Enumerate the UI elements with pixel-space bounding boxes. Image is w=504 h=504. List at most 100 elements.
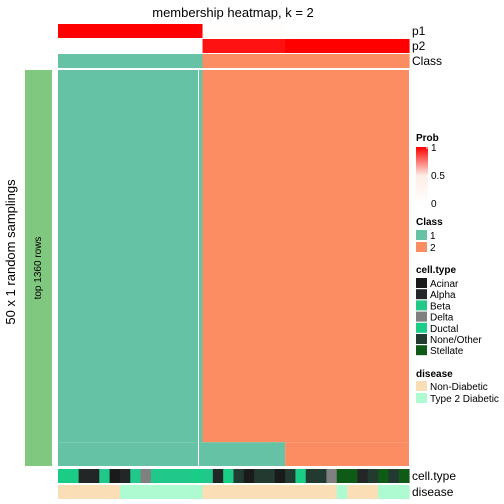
legend-disease-item-label: Non-Diabetic: [430, 382, 488, 393]
annotation-p1-cell: [368, 24, 379, 38]
annotation-disease-cell: [295, 485, 306, 499]
annotation-p2-cell: [399, 39, 410, 53]
legend-class-item-label: 2: [430, 243, 436, 254]
annotation-cell-type-cell: [120, 469, 131, 483]
legend-celltype-item-label: None/Other: [430, 335, 482, 346]
legend-disease-item-swatch: [416, 393, 427, 403]
annotation-class-cell: [378, 54, 389, 68]
annotation-p1-cell: [110, 24, 121, 38]
annotation-disease-cell: [130, 485, 141, 499]
legend-class-item-label: 1: [430, 231, 436, 242]
legend-celltype-item-swatch: [416, 312, 427, 322]
top-annotations: [58, 24, 410, 68]
legend-celltype-item-label: Alpha: [430, 290, 456, 301]
annotation-p2-cell: [316, 39, 327, 53]
annotation-p1-cell: [378, 24, 389, 38]
annotation-disease-cell: [234, 485, 245, 499]
annotation-disease-cell: [89, 485, 100, 499]
annotation-p1-cell: [264, 24, 275, 38]
annotation-cell-type-cell: [285, 469, 296, 483]
annotation-p2-cell: [130, 39, 141, 53]
annotation-disease-label: disease: [412, 485, 454, 499]
annotation-p2-cell: [161, 39, 172, 53]
legend-celltype-title: cell.type: [416, 265, 456, 276]
annotation-class-cell: [68, 54, 79, 68]
annotation-cell-type-cell: [89, 469, 100, 483]
annotation-p1-cell: [234, 24, 245, 38]
annotation-cell-type-label: cell.type: [412, 469, 456, 483]
column-split-gap: [198, 70, 199, 466]
annotation-p2-cell: [58, 39, 69, 53]
annotation-p2-cell: [264, 39, 275, 53]
annotation-p2-cell: [203, 39, 214, 53]
legend-disease-items: Non-DiabeticType 2 Diabetic: [416, 381, 499, 405]
annotation-disease-cell: [151, 485, 162, 499]
legend-celltype-item-label: Delta: [430, 313, 454, 324]
annotation-p1-cell: [151, 24, 162, 38]
annotation-p1-cell: [399, 24, 410, 38]
annotation-p1-cell: [130, 24, 141, 38]
annotation-cell-type-cell: [110, 469, 121, 483]
annotation-p2-cell: [172, 39, 183, 53]
annotation-class-cell: [110, 54, 121, 68]
annotation-p2-cell: [285, 39, 296, 53]
annotation-disease-cell: [306, 485, 317, 499]
annotation-disease-cell: [161, 485, 172, 499]
annotation-cell-type-cell: [172, 469, 183, 483]
annotation-p2-cell: [234, 39, 245, 53]
annotation-p2-cell: [388, 39, 399, 53]
annotation-disease-cell: [68, 485, 79, 499]
annotation-p2-cell: [295, 39, 306, 53]
annotation-cell-type-cell: [378, 469, 389, 483]
annotation-p1-cell: [285, 24, 296, 38]
annotation-disease-cell: [110, 485, 121, 499]
annotation-class-cell: [399, 54, 410, 68]
chart-title: membership heatmap, k = 2: [152, 5, 314, 20]
heatmap-block-class-1: [58, 442, 285, 466]
annotation-p2-cell: [110, 39, 121, 53]
annotation-class-cell: [275, 54, 286, 68]
legend-celltype-item-swatch: [416, 300, 427, 310]
annotation-p2-cell: [182, 39, 193, 53]
legend-celltype-items: AcinarAlphaBetaDeltaDuctalNone/OtherStel…: [416, 278, 482, 357]
annotation-p1-cell: [141, 24, 152, 38]
annotation-cell-type-cell: [306, 469, 317, 483]
annotation-cell-type-cell: [141, 469, 152, 483]
annotation-disease-cell: [264, 485, 275, 499]
annotation-p2-label: p2: [412, 39, 426, 53]
legend-celltype-item-swatch: [416, 334, 427, 344]
annotation-p1-cell: [192, 24, 203, 38]
annotation-class-cell: [141, 54, 152, 68]
annotation-p2-cell: [306, 39, 317, 53]
row-group-label: top 1360 rows: [33, 237, 44, 300]
annotation-p2-cell: [79, 39, 90, 53]
annotation-class-cell: [223, 54, 234, 68]
annotation-cell-type-cell: [326, 469, 337, 483]
annotation-disease-cell: [58, 485, 69, 499]
annotation-class-cell: [264, 54, 275, 68]
annotation-class-cell: [89, 54, 100, 68]
annotation-class-cell: [357, 54, 368, 68]
annotation-p1-cell: [326, 24, 337, 38]
annotation-disease-cell: [244, 485, 255, 499]
annotation-cell-type-cell: [264, 469, 275, 483]
annotation-p2-cell: [378, 39, 389, 53]
legend-disease-title: disease: [416, 369, 453, 380]
annotation-disease-cell: [203, 485, 214, 499]
annotation-disease-cell: [347, 485, 358, 499]
annotation-cell-type-cell: [295, 469, 306, 483]
annotation-cell-type-cell: [368, 469, 379, 483]
annotation-disease-cell: [399, 485, 410, 499]
heatmap-body: [58, 70, 409, 466]
annotation-disease-cell: [326, 485, 337, 499]
annotation-class-cell: [79, 54, 90, 68]
annotation-class-cell: [316, 54, 327, 68]
annotation-disease-cell: [120, 485, 131, 499]
annotation-cell-type-cell: [234, 469, 245, 483]
legend-class-item-swatch: [416, 230, 427, 240]
annotation-cell-type-cell: [388, 469, 399, 483]
annotation-class-cell: [120, 54, 131, 68]
annotation-class-cell: [285, 54, 296, 68]
